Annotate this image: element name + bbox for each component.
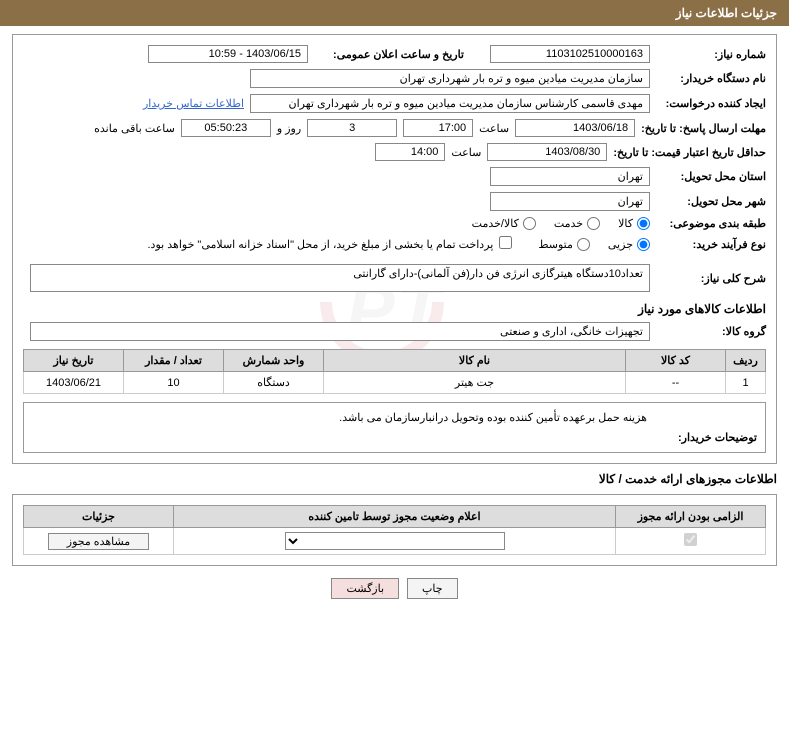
license-table: الزامی بودن ارائه مجوز اعلام وضعیت مجوز …	[23, 505, 766, 555]
th-mandatory: الزامی بودن ارائه مجوز	[616, 506, 766, 528]
cell-unit: دستگاه	[224, 372, 324, 394]
contact-link[interactable]: اطلاعات تماس خریدار	[143, 97, 244, 110]
print-button[interactable]: چاپ	[407, 578, 458, 599]
license-section-title: اطلاعات مجوزهای ارائه خدمت / کالا	[12, 472, 777, 486]
cell-qty: 10	[124, 372, 224, 394]
group-field: تجهیزات خانگی، اداری و صنعتی	[30, 322, 650, 341]
days-word: روز و	[277, 122, 301, 135]
notes-value: هزینه حمل برعهده تأمین کننده بوده وتحویل…	[339, 411, 647, 424]
th-unit: واحد شمارش	[224, 350, 324, 372]
radio-both[interactable]	[523, 217, 536, 230]
cell-idx: 1	[726, 372, 766, 394]
category-label: طبقه بندی موضوعی:	[656, 217, 766, 230]
need-number-field: 1103102510000163	[490, 45, 650, 63]
details-panel: شماره نیاز: 1103102510000163 تاریخ و ساع…	[12, 34, 777, 464]
view-license-button[interactable]: مشاهده مجوز	[48, 533, 149, 550]
page-title: جزئیات اطلاعات نیاز	[0, 0, 789, 26]
buyer-org-label: نام دستگاه خریدار:	[656, 72, 766, 85]
back-button[interactable]: بازگشت	[331, 578, 399, 599]
requester-label: ایجاد کننده درخواست:	[656, 97, 766, 110]
th-name: نام کالا	[324, 350, 626, 372]
th-code: کد کالا	[626, 350, 726, 372]
city-field: تهران	[490, 192, 650, 211]
license-row: مشاهده مجوز	[24, 528, 766, 555]
validity-label: حداقل تاریخ اعتبار قیمت: تا تاریخ:	[613, 146, 766, 159]
summary-label: شرح کلی نیاز:	[656, 272, 766, 285]
summary-field: تعداد10دستگاه هیترگازی انرژی فن دار(فن آ…	[30, 264, 650, 292]
days-remaining-field: 3	[307, 119, 397, 137]
goods-table: ردیف کد کالا نام کالا واحد شمارش تعداد /…	[23, 349, 766, 394]
radio-goods[interactable]	[637, 217, 650, 230]
table-row: 1 -- جت هیتر دستگاه 10 1403/06/21	[24, 372, 766, 394]
province-field: تهران	[490, 167, 650, 186]
th-status: اعلام وضعیت مجوز توسط تامین کننده	[174, 506, 616, 528]
validity-time-field: 14:00	[375, 143, 445, 161]
buyer-org-field: سازمان مدیریت میادین میوه و تره بار شهرد…	[250, 69, 650, 88]
requester-field: مهدی قاسمی کارشناس سازمان مدیریت میادین …	[250, 94, 650, 113]
time-label-1: ساعت	[479, 122, 509, 135]
radio-medium[interactable]	[577, 238, 590, 251]
th-qty: تعداد / مقدار	[124, 350, 224, 372]
need-number-label: شماره نیاز:	[656, 48, 766, 61]
countdown-field: 05:50:23	[181, 119, 271, 137]
th-date: تاریخ نیاز	[24, 350, 124, 372]
radio-small[interactable]	[637, 238, 650, 251]
deadline-label: مهلت ارسال پاسخ: تا تاریخ:	[641, 122, 766, 135]
validity-date-field: 1403/08/30	[487, 143, 607, 161]
deadline-time-field: 17:00	[403, 119, 473, 137]
announce-field: 1403/06/15 - 10:59	[148, 45, 308, 63]
category-radios: کالا خدمت کالا/خدمت	[472, 217, 650, 230]
city-label: شهر محل تحویل:	[656, 195, 766, 208]
time-label-2: ساعت	[451, 146, 481, 159]
cell-code: --	[626, 372, 726, 394]
notes-label: توضیحات خریدار:	[657, 411, 757, 444]
treasury-note: پرداخت تمام یا بخشی از مبلغ خرید، از محل…	[148, 238, 494, 251]
th-row: ردیف	[726, 350, 766, 372]
goods-section-title: اطلاعات کالاهای مورد نیاز	[23, 302, 766, 316]
buyer-notes-box: توضیحات خریدار: هزینه حمل برعهده تأمین ک…	[23, 402, 766, 453]
status-select[interactable]	[285, 532, 505, 550]
cell-date: 1403/06/21	[24, 372, 124, 394]
process-label: نوع فرآیند خرید:	[656, 238, 766, 251]
license-panel: الزامی بودن ارائه مجوز اعلام وضعیت مجوز …	[12, 494, 777, 566]
remaining-label: ساعت باقی مانده	[94, 122, 175, 135]
mandatory-checkbox	[684, 533, 697, 546]
cell-name: جت هیتر	[324, 372, 626, 394]
announce-label: تاریخ و ساعت اعلان عمومی:	[314, 48, 464, 61]
th-detail: جزئیات	[24, 506, 174, 528]
treasury-checkbox[interactable]	[499, 236, 512, 249]
province-label: استان محل تحویل:	[656, 170, 766, 183]
radio-service[interactable]	[587, 217, 600, 230]
deadline-date-field: 1403/06/18	[515, 119, 635, 137]
group-label: گروه کالا:	[656, 325, 766, 338]
action-buttons: چاپ بازگشت	[0, 578, 789, 599]
process-radios: جزیی متوسط	[538, 238, 650, 251]
